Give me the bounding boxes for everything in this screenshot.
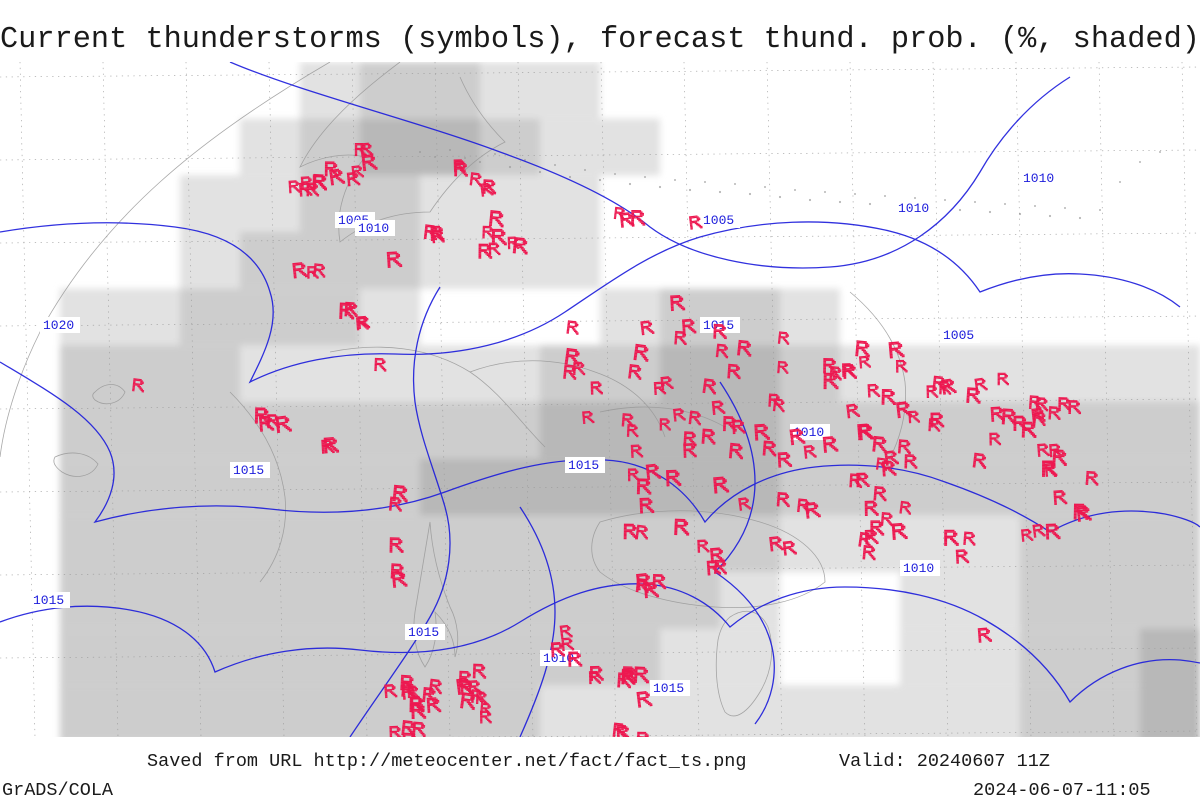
svg-text:1015: 1015 — [33, 593, 64, 608]
svg-text:1020: 1020 — [43, 318, 74, 333]
svg-text:1010: 1010 — [358, 221, 389, 236]
svg-text:1010: 1010 — [898, 201, 929, 216]
svg-text:1005: 1005 — [943, 328, 974, 343]
svg-text:1015: 1015 — [653, 681, 684, 696]
svg-text:1015: 1015 — [568, 458, 599, 473]
svg-text:1015: 1015 — [408, 625, 439, 640]
svg-text:1010: 1010 — [1023, 171, 1054, 186]
svg-text:1015: 1015 — [233, 463, 264, 478]
svg-text:1010: 1010 — [903, 561, 934, 576]
svg-text:1005: 1005 — [703, 213, 734, 228]
